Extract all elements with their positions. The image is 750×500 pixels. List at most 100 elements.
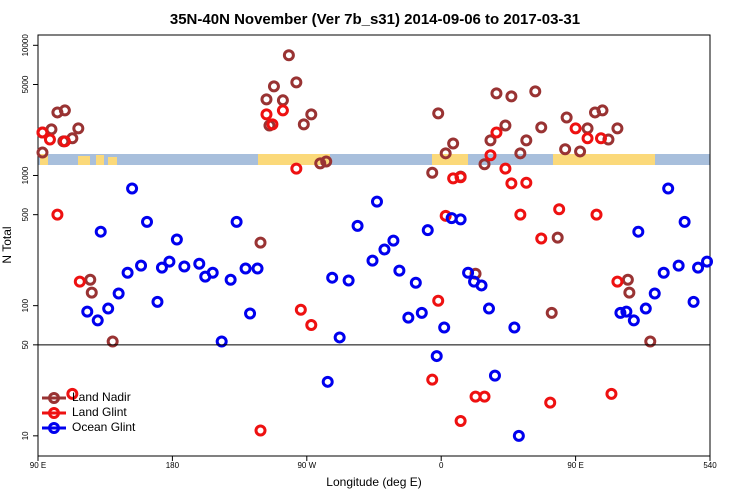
data-point	[594, 132, 607, 145]
data-point	[535, 121, 548, 134]
data-point	[632, 225, 645, 238]
data-point	[426, 166, 439, 179]
data-point	[102, 302, 115, 315]
data-point	[488, 369, 501, 382]
data-point	[314, 157, 327, 170]
x-tick-label: 90 E	[567, 461, 583, 470]
land-strip	[96, 155, 104, 165]
data-point	[639, 302, 652, 315]
data-point	[620, 305, 633, 318]
data-point	[484, 149, 497, 162]
data-point	[230, 215, 243, 228]
data-point	[326, 271, 339, 284]
data-point	[178, 260, 191, 273]
legend-marker	[48, 392, 60, 404]
data-point	[560, 111, 573, 124]
data-point	[141, 215, 154, 228]
data-point	[81, 305, 94, 318]
x-axis-label: Longitude (deg E)	[326, 475, 421, 489]
data-point	[121, 266, 134, 279]
data-point	[590, 208, 603, 221]
data-point	[193, 257, 206, 270]
legend-label: Land Glint	[72, 405, 127, 419]
data-point	[393, 264, 406, 277]
data-point	[254, 424, 267, 437]
data-point	[478, 390, 491, 403]
data-point	[430, 350, 443, 363]
data-point	[58, 104, 71, 117]
data-point	[482, 302, 495, 315]
data-point	[611, 275, 624, 288]
data-point	[438, 321, 451, 334]
y-tick-label: 1000	[21, 166, 30, 184]
data-point	[623, 286, 636, 299]
data-point	[520, 176, 533, 189]
data-point	[614, 306, 627, 319]
data-point	[126, 182, 139, 195]
data-point	[94, 225, 107, 238]
data-point	[294, 303, 307, 316]
data-point	[342, 274, 355, 287]
data-point	[432, 107, 445, 120]
data-point	[112, 287, 125, 300]
data-point	[305, 108, 318, 121]
data-point	[260, 108, 273, 121]
data-point	[574, 145, 587, 158]
data-point	[254, 236, 267, 249]
legend-label: Land Nadir	[72, 390, 131, 404]
data-point	[505, 90, 518, 103]
data-point	[320, 155, 333, 168]
data-point	[91, 314, 104, 327]
data-point	[170, 233, 183, 246]
data-point	[432, 294, 445, 307]
y-tick-label: 50	[21, 340, 30, 349]
data-point	[621, 273, 634, 286]
data-point	[135, 259, 148, 272]
data-point	[454, 213, 467, 226]
data-point	[58, 135, 71, 148]
plot-frame	[37, 34, 711, 457]
data-point	[260, 93, 273, 106]
data-point	[520, 134, 533, 147]
data-point	[421, 224, 434, 237]
data-point	[36, 146, 49, 159]
data-point	[499, 162, 512, 175]
data-point	[490, 126, 503, 139]
data-point	[605, 387, 618, 400]
data-point	[499, 119, 512, 132]
data-point	[85, 286, 98, 299]
data-point	[51, 208, 64, 221]
data-point	[596, 104, 609, 117]
data-point	[559, 143, 572, 156]
data-point	[409, 276, 422, 289]
y-tick-label: 500	[21, 207, 30, 221]
data-point	[351, 219, 364, 232]
data-point	[366, 254, 379, 267]
land-strip	[78, 156, 90, 165]
data-point	[244, 307, 257, 320]
data-point	[687, 295, 700, 308]
chart-title: 35N-40N November (Ver 7b_s31) 2014-09-06…	[170, 11, 580, 28]
y-axis-label: N Total	[0, 226, 14, 263]
data-point	[535, 232, 548, 245]
x-tick-label: 0	[439, 461, 444, 470]
data-point	[478, 158, 491, 171]
data-point	[553, 203, 566, 216]
data-point	[529, 85, 542, 98]
data-point	[305, 319, 318, 332]
land-strip	[108, 157, 117, 165]
data-point	[662, 182, 675, 195]
data-point	[454, 171, 467, 184]
data-point	[678, 215, 691, 228]
data-point	[72, 122, 85, 135]
x-tick-label: 180	[166, 461, 180, 470]
land-strip	[553, 154, 655, 165]
data-point	[276, 104, 289, 117]
data-point	[378, 243, 391, 256]
data-point	[206, 266, 219, 279]
data-point	[484, 134, 497, 147]
data-point	[239, 262, 252, 275]
x-tick-label: 90 E	[30, 461, 46, 470]
